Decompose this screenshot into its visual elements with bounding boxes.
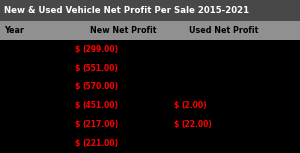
Text: Used Net Profit: Used Net Profit bbox=[189, 26, 258, 35]
Text: $: $ bbox=[74, 101, 80, 110]
Text: (299.00): (299.00) bbox=[82, 45, 118, 54]
Text: (221.00): (221.00) bbox=[82, 139, 118, 148]
Text: (2.00): (2.00) bbox=[182, 101, 207, 110]
Text: $: $ bbox=[74, 45, 80, 54]
Text: $: $ bbox=[74, 139, 80, 148]
Text: $: $ bbox=[74, 120, 80, 129]
Bar bbox=[0, 0, 300, 21]
Text: Year: Year bbox=[4, 26, 24, 35]
Text: $: $ bbox=[173, 101, 178, 110]
Text: New & Used Vehicle Net Profit Per Sale 2015-2021: New & Used Vehicle Net Profit Per Sale 2… bbox=[4, 6, 249, 15]
Text: $: $ bbox=[74, 64, 80, 73]
Text: (451.00): (451.00) bbox=[82, 101, 118, 110]
Text: $: $ bbox=[74, 82, 80, 91]
Text: (570.00): (570.00) bbox=[82, 82, 118, 91]
Text: (551.00): (551.00) bbox=[82, 64, 118, 73]
Text: New Net Profit: New Net Profit bbox=[90, 26, 157, 35]
Text: $: $ bbox=[173, 120, 178, 129]
Bar bbox=[0, 21, 300, 40]
Text: (217.00): (217.00) bbox=[82, 120, 119, 129]
Text: (22.00): (22.00) bbox=[182, 120, 212, 129]
